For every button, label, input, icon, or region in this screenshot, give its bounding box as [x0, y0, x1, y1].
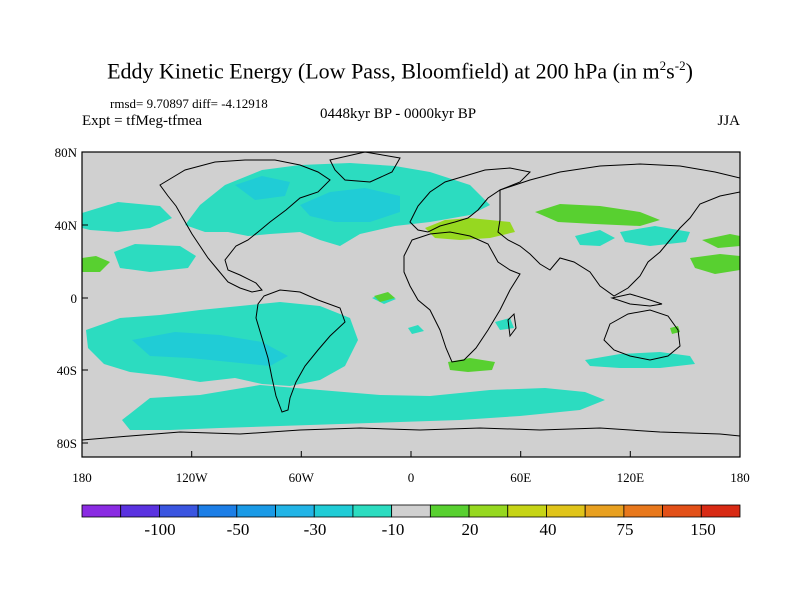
asia-jet-positive — [535, 204, 660, 226]
south-pacific-core — [132, 332, 288, 366]
season-label: JJA — [717, 113, 740, 129]
period-label: 0448kyr BP - 0000kyr BP — [320, 106, 477, 122]
lon-label-0: 0 — [408, 470, 415, 485]
south-africa-positive — [448, 358, 495, 372]
pacific-central-negative — [114, 244, 196, 272]
north-america-coast — [159, 159, 331, 293]
colorbar-box — [236, 504, 276, 518]
greenland-coast — [329, 152, 401, 183]
colorbar-box — [468, 504, 509, 518]
title-superscript-2: -2 — [674, 58, 686, 73]
lat-label-0: 0 — [71, 291, 78, 306]
colorbar-labels: -100 -50 -30 -10 20 40 75 150 — [144, 520, 715, 539]
rmsd-value: 9.70897 — [146, 96, 189, 111]
colorbar-label-minus-100: -100 — [144, 520, 175, 539]
colorbar-box — [391, 504, 431, 518]
west-pacific-positive — [702, 234, 740, 248]
lon-label-60e: 60E — [510, 470, 531, 485]
indonesia-coast — [610, 293, 663, 307]
anomaly-fields — [82, 163, 740, 430]
europe-coast — [409, 167, 532, 233]
colorbar-label-minus-10: -10 — [382, 520, 405, 539]
axis-ticks — [81, 151, 741, 457]
colorbar-box — [81, 504, 122, 518]
atlantic-tropic-small — [408, 325, 424, 334]
colorbar-label-20: 20 — [462, 520, 479, 539]
lat-label-80n: 80N — [55, 145, 78, 160]
experiment-label: Expt = tfMeg-tfmea — [82, 113, 203, 129]
diff-label: diff= — [192, 96, 218, 111]
tropical-atlantic-positive — [374, 292, 395, 302]
colorbar-box — [429, 504, 470, 518]
asia-coast — [497, 163, 740, 297]
colorbar-label-40: 40 — [540, 520, 557, 539]
colorbar-box — [159, 504, 199, 518]
east-asia-negative — [575, 230, 615, 246]
lat-label-40n: 40N — [55, 218, 78, 233]
madagascar-coast — [507, 312, 517, 338]
east-pacific-positive — [82, 256, 110, 272]
longitude-labels: 180 120W 60W 0 60E 120E 180 — [72, 470, 750, 485]
colorbar-box — [507, 504, 547, 518]
rmsd-label: rmsd= — [110, 96, 144, 111]
colorbar-label-minus-50: -50 — [227, 520, 250, 539]
north-atlantic-core — [300, 188, 400, 222]
colorbar-box — [584, 504, 625, 518]
west-pacific-negative — [620, 226, 690, 246]
latitude-labels: 80N 40N 0 40S 80S — [55, 145, 78, 451]
lat-label-40s: 40S — [57, 363, 77, 378]
lon-label-120e: 120E — [617, 470, 645, 485]
diff-value: -4.12918 — [221, 96, 268, 111]
colorbar-label-75: 75 — [617, 520, 634, 539]
colorbar-box — [197, 504, 238, 518]
australia-positive — [670, 326, 680, 334]
colorbar-label-minus-30: -30 — [304, 520, 327, 539]
colorbar-box — [546, 504, 586, 518]
title-superscript-1: 2 — [659, 58, 667, 73]
lon-label-180e: 180 — [730, 470, 750, 485]
southern-ocean-negative — [122, 385, 605, 430]
colorbar-box — [313, 504, 354, 518]
title-prefix: Eddy Kinetic Energy (Low Pass, Bloomfiel… — [107, 58, 660, 84]
title-suffix: ) — [685, 58, 693, 84]
canada-core — [235, 176, 290, 200]
coastlines — [82, 152, 740, 441]
colorbar-label-150: 150 — [690, 520, 716, 539]
colorbar-box — [662, 504, 702, 518]
south-america-coast — [255, 289, 346, 413]
pacific-east-negative — [82, 202, 172, 232]
colorbar-box — [352, 504, 393, 518]
lat-label-80s: 80S — [57, 436, 77, 451]
colorbar-box — [275, 504, 315, 518]
colorbar — [81, 504, 741, 518]
title-mid: s — [666, 58, 675, 84]
antarctica-coast — [82, 427, 740, 441]
lon-label-180w: 180 — [72, 470, 92, 485]
australia-coast — [603, 309, 681, 361]
colorbar-box — [120, 504, 160, 518]
africa-coast — [403, 231, 521, 363]
colorbar-box — [623, 504, 663, 518]
north-pacific-east-positive — [690, 254, 740, 274]
stats-line: rmsd= 9.70897 diff= -4.12918 — [110, 96, 268, 112]
lon-label-60w: 60W — [289, 470, 315, 485]
colorbar-box — [700, 504, 741, 518]
chart-title: Eddy Kinetic Energy (Low Pass, Bloomfiel… — [0, 58, 800, 84]
lon-label-120w: 120W — [176, 470, 209, 485]
